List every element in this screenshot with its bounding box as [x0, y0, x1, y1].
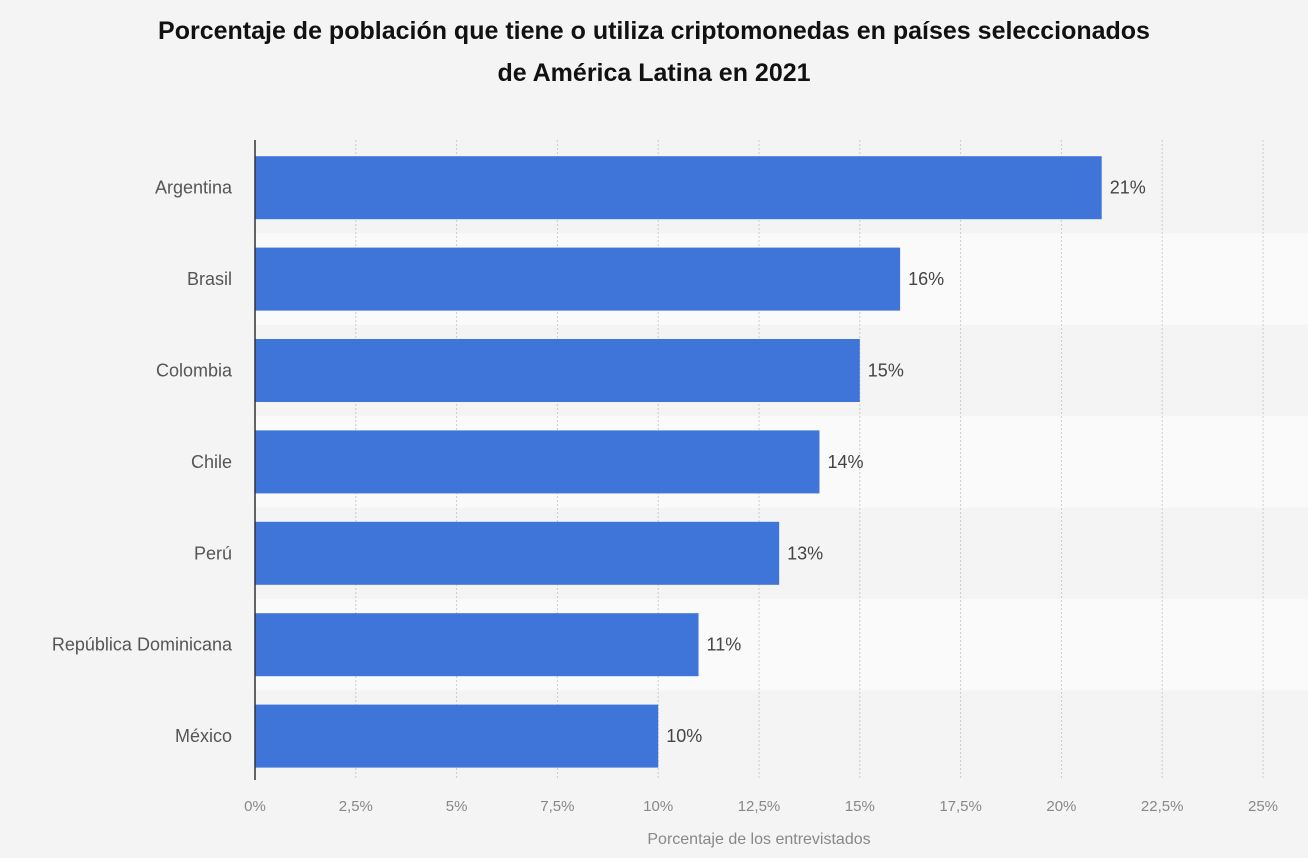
category-labels: Argentina Brasil Colombia Chile Perú Repúblic… — [52, 178, 233, 746]
value-label: 16% — [908, 269, 944, 289]
value-label: 14% — [827, 452, 863, 472]
value-label: 11% — [707, 635, 742, 655]
value-label: 15% — [868, 361, 904, 381]
x-tick-label: 22,5% — [1141, 798, 1184, 815]
x-tick-label: 10% — [643, 798, 673, 815]
value-label: 13% — [787, 543, 823, 563]
category-label: Chile — [191, 452, 232, 472]
x-tick-labels: 0% 2,5% 5% 7,5% 10% 12,5% 15% 17,5% 20% 22,5% 25% — [244, 798, 1278, 815]
chart-title-line-2: de América Latina en 2021 — [497, 59, 811, 87]
bar — [255, 613, 699, 677]
category-label: República Dominicana — [52, 635, 233, 655]
category-label: Brasil — [187, 269, 232, 289]
x-tick-label: 5% — [446, 798, 468, 815]
category-label: México — [175, 726, 232, 746]
bar — [255, 521, 780, 585]
category-label: Argentina — [155, 178, 233, 198]
chart-title-line-1: Porcentaje de población que tiene o util… — [158, 17, 1150, 45]
bar — [255, 339, 860, 402]
x-axis-title: Porcentaje de los entrevistados — [647, 831, 870, 848]
category-label: Colombia — [156, 361, 233, 381]
bar — [255, 704, 659, 768]
bar — [255, 156, 1102, 220]
bars — [255, 156, 1102, 768]
x-tick-label: 15% — [845, 798, 875, 815]
bar — [255, 430, 820, 494]
value-label: 21% — [1110, 178, 1146, 198]
x-tick-label: 17,5% — [939, 798, 982, 815]
x-tick-label: 2,5% — [339, 798, 373, 815]
x-tick-label: 7,5% — [540, 798, 574, 815]
category-label: Perú — [194, 543, 232, 563]
x-tick-label: 25% — [1248, 798, 1278, 815]
value-labels: 21% 16% 15% 14% 13% 11% 10% — [666, 178, 1146, 746]
x-tick-label: 12,5% — [738, 798, 781, 815]
bar — [255, 247, 901, 311]
x-tick-label: 20% — [1046, 798, 1076, 815]
x-tick-label: 0% — [244, 798, 266, 815]
value-label: 10% — [666, 726, 702, 746]
chart-title: Porcentaje de población que tiene o util… — [0, 10, 1308, 94]
